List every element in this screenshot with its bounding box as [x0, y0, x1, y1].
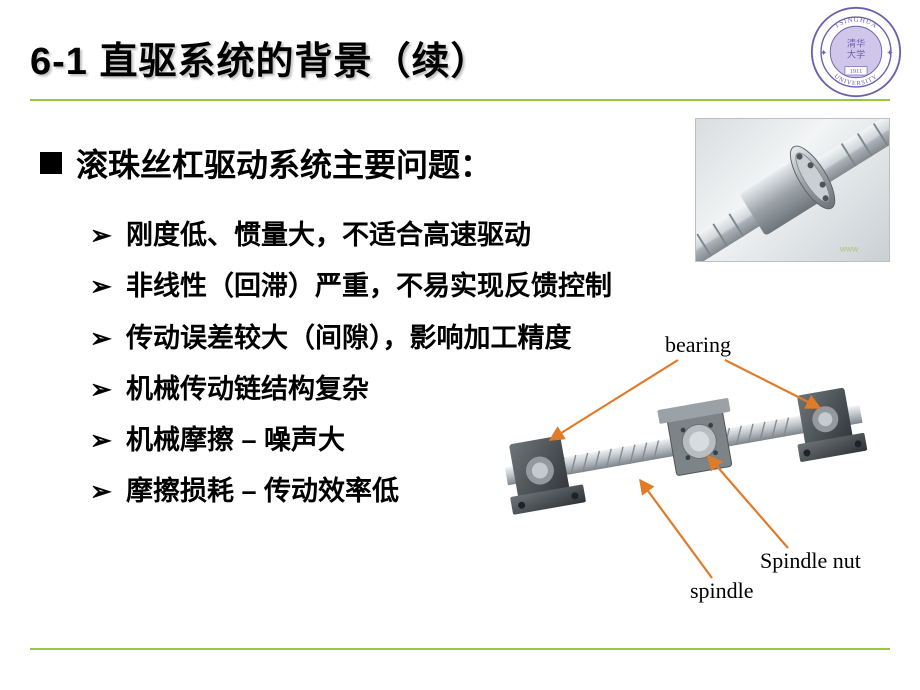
arrow-bullet-icon: ➢: [90, 415, 118, 466]
list-item: ➢ 非线性（回滞）严重，不易实现反馈控制: [90, 261, 650, 312]
section-heading: 滚珠丝杠驱动系统主要问题：: [40, 140, 492, 186]
arrow-bullet-icon: ➢: [90, 466, 118, 517]
svg-text:www: www: [839, 244, 859, 254]
list-item: ➢ 刚度低、惯量大，不适合高速驱动: [90, 210, 650, 261]
arrow-bullet-icon: ➢: [90, 364, 118, 415]
title-area: 6-1 直驱系统的背景（续）: [30, 30, 890, 101]
arrow-bullet-icon: ➢: [90, 313, 118, 364]
list-item-text: 机械摩擦 – 噪声大: [126, 415, 345, 466]
square-bullet-icon: [40, 152, 62, 174]
ballscrew-photo: www: [695, 118, 890, 262]
label-bearing: bearing: [665, 332, 731, 357]
bottom-underline: [30, 648, 890, 650]
list-item-text: 摩擦损耗 – 传动效率低: [126, 466, 399, 517]
list-item-text: 非线性（回滞）严重，不易实现反馈控制: [126, 261, 612, 312]
slide-title: 6-1 直驱系统的背景（续）: [30, 30, 890, 85]
section-heading-text: 滚珠丝杠驱动系统主要问题：: [76, 140, 492, 186]
list-item-text: 机械传动链结构复杂: [126, 364, 369, 415]
arrow-bullet-icon: ➢: [90, 261, 118, 312]
label-spindle-nut: Spindle nut: [760, 548, 861, 573]
title-underline: [30, 99, 890, 101]
ballscrew-diagram: bearing Spindle nut spindle: [490, 330, 890, 620]
arrow-bullet-icon: ➢: [90, 210, 118, 261]
slide: TSINGHUA UNIVERSITY 清华 大学 1911 ✦ ✦ 6-1 直…: [0, 0, 920, 690]
list-item-text: 刚度低、惯量大，不适合高速驱动: [126, 210, 531, 261]
label-spindle: spindle: [690, 578, 754, 603]
